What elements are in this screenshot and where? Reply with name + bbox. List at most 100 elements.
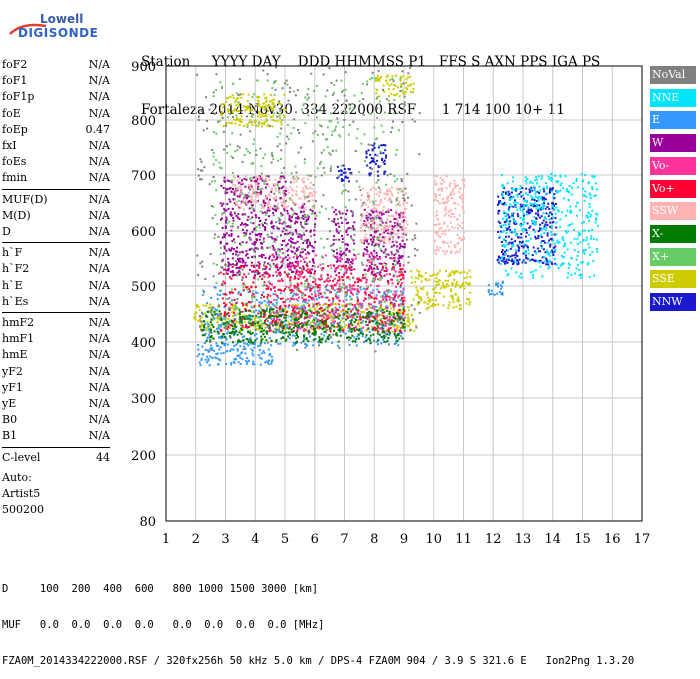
echo-point xyxy=(327,274,329,276)
echo-point xyxy=(501,185,503,187)
echo-point xyxy=(415,327,417,329)
echo-point xyxy=(301,238,303,240)
echo-point xyxy=(336,261,338,263)
echo-point xyxy=(354,304,356,306)
echo-point xyxy=(545,198,547,200)
echo-point xyxy=(409,76,411,78)
echo-point xyxy=(378,314,380,316)
echo-point xyxy=(455,286,457,288)
echo-point xyxy=(509,193,511,195)
echo-point xyxy=(535,269,537,271)
echo-point xyxy=(294,202,296,204)
echo-point xyxy=(576,268,578,270)
echo-point xyxy=(269,207,271,209)
echo-point xyxy=(360,319,362,321)
echo-point xyxy=(357,323,359,325)
echo-point xyxy=(274,209,276,211)
echo-point xyxy=(249,291,251,293)
echo-point xyxy=(286,311,288,313)
echo-point xyxy=(269,275,271,277)
echo-point xyxy=(498,210,500,212)
echo-point xyxy=(551,234,553,236)
echo-point xyxy=(508,223,510,225)
echo-point xyxy=(304,307,306,309)
echo-point xyxy=(360,227,362,229)
echo-point xyxy=(590,216,592,218)
echo-point xyxy=(327,315,329,317)
echo-point xyxy=(334,256,336,258)
echo-point xyxy=(272,303,274,305)
echo-point xyxy=(443,181,445,183)
echo-point xyxy=(262,212,264,214)
echo-point xyxy=(212,316,214,318)
echo-point xyxy=(519,259,521,261)
echo-point xyxy=(238,259,240,261)
echo-point xyxy=(254,341,256,343)
echo-point xyxy=(463,211,465,213)
echo-point xyxy=(391,83,393,85)
echo-point xyxy=(236,262,238,264)
echo-point xyxy=(280,128,282,130)
echo-point xyxy=(554,243,556,245)
echo-point xyxy=(418,153,420,155)
echo-point xyxy=(401,70,403,72)
echo-point xyxy=(227,326,229,328)
echo-point xyxy=(559,218,561,220)
echo-point xyxy=(205,349,207,351)
echo-point xyxy=(339,265,341,267)
echo-point xyxy=(329,230,331,232)
echo-point xyxy=(459,308,461,310)
echo-point xyxy=(345,261,347,263)
echo-point xyxy=(251,256,253,258)
echo-point xyxy=(372,148,374,150)
echo-point xyxy=(504,202,506,204)
echo-point xyxy=(245,175,247,177)
echo-point xyxy=(275,89,277,91)
echo-point xyxy=(292,335,294,337)
echo-point xyxy=(567,277,569,279)
echo-point xyxy=(488,289,490,291)
echo-point xyxy=(314,281,316,283)
echo-point xyxy=(203,166,205,168)
echo-point xyxy=(306,187,308,189)
echo-point xyxy=(282,252,284,254)
echo-point xyxy=(300,342,302,344)
echo-point xyxy=(517,213,519,215)
echo-point xyxy=(462,208,464,210)
echo-point xyxy=(407,306,409,308)
echo-point xyxy=(204,312,206,314)
echo-point xyxy=(551,202,553,204)
echo-point xyxy=(391,258,393,260)
echo-point xyxy=(446,175,448,177)
echo-point xyxy=(230,362,232,364)
echo-point xyxy=(330,264,332,266)
echo-point xyxy=(354,306,356,308)
echo-point xyxy=(351,258,353,260)
echo-point xyxy=(360,230,362,232)
echo-point xyxy=(576,259,578,261)
echo-point xyxy=(525,257,527,259)
echo-point xyxy=(368,144,370,146)
echo-point xyxy=(385,222,387,224)
echo-point xyxy=(201,266,203,268)
echo-point xyxy=(271,162,273,164)
echo-point xyxy=(374,327,376,329)
echo-point xyxy=(399,268,401,270)
echo-point xyxy=(299,267,301,269)
echo-point xyxy=(519,243,521,245)
echo-point xyxy=(366,309,368,311)
echo-point xyxy=(401,268,403,270)
echo-point xyxy=(286,136,288,138)
echo-point xyxy=(356,293,358,295)
echo-point xyxy=(306,326,308,328)
echo-point xyxy=(350,173,352,175)
echo-point xyxy=(333,218,335,220)
echo-point xyxy=(417,293,419,295)
echo-point xyxy=(369,154,371,156)
echo-point xyxy=(448,184,450,186)
echo-point xyxy=(500,202,502,204)
y-tick-label: 400 xyxy=(131,336,156,351)
echo-point xyxy=(214,113,216,115)
echo-point xyxy=(453,213,455,215)
echo-point xyxy=(530,188,532,190)
